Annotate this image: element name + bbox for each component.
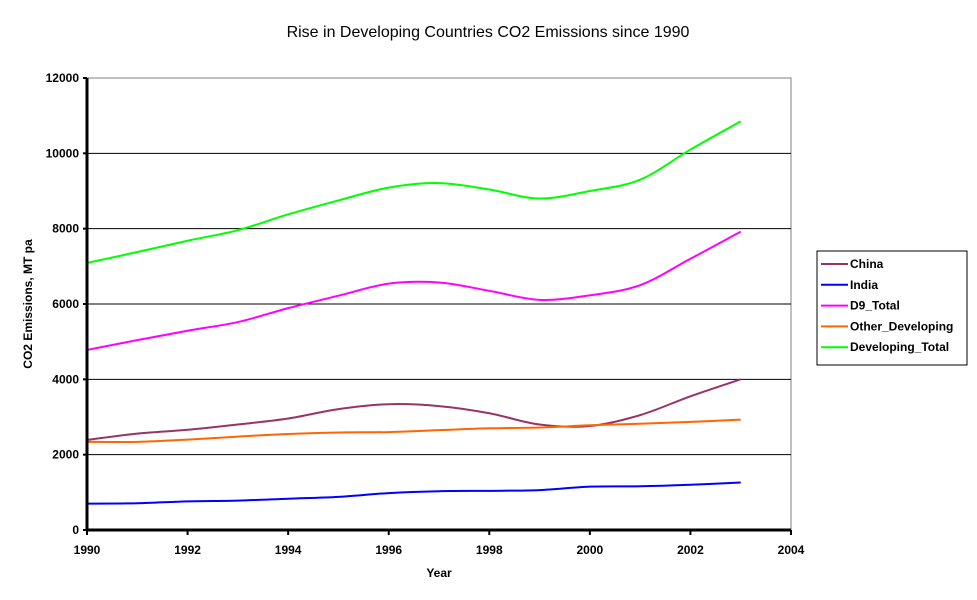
legend: China India D9_Total Other_Developing Develo… [816, 250, 968, 366]
legend-label-developing-total: Developing_Total [850, 340, 949, 354]
x-tick-label: 1996 [375, 543, 402, 557]
y-tick-label: 10000 [46, 146, 80, 160]
series-line-developing-total [86, 120, 742, 264]
y-tick-label: 8000 [52, 222, 79, 236]
x-axis-label: Year [426, 566, 452, 580]
legend-label-india: India [850, 278, 878, 292]
y-tick-label: 4000 [52, 372, 79, 386]
legend-box [816, 250, 968, 366]
legend-label-china: China [850, 257, 884, 271]
x-tick-label: 2004 [778, 543, 805, 557]
x-tick-label: 2000 [577, 543, 604, 557]
x-axis-ticks: 1990 1992 1994 1996 1998 2000 2002 2004 [74, 530, 805, 557]
x-tick-label: 1992 [174, 543, 201, 557]
x-tick-label: 1998 [476, 543, 503, 557]
series-line-d9-total [86, 230, 742, 351]
y-axis-label: CO2 Emissions, MT pa [21, 239, 35, 369]
y-tick-label: 2000 [52, 448, 79, 462]
y-axis-ticks: 0 2000 4000 6000 8000 10000 12000 [46, 71, 87, 537]
series-line-china [86, 378, 742, 441]
y-tick-label: 12000 [46, 71, 80, 85]
x-tick-label: 2002 [677, 543, 704, 557]
legend-label-other-developing: Other_Developing [850, 319, 953, 333]
x-tick-label: 1994 [275, 543, 302, 557]
x-tick-label: 1990 [74, 543, 101, 557]
y-tick-label: 6000 [52, 297, 79, 311]
gridlines [87, 152, 791, 456]
series-line-india [86, 481, 741, 505]
chart-title: Rise in Developing Countries CO2 Emissio… [287, 24, 690, 41]
series-layer [86, 120, 742, 505]
y-tick-label: 0 [72, 523, 79, 537]
series-line-other-developing [86, 418, 741, 444]
legend-label-d9-total: D9_Total [850, 299, 900, 313]
